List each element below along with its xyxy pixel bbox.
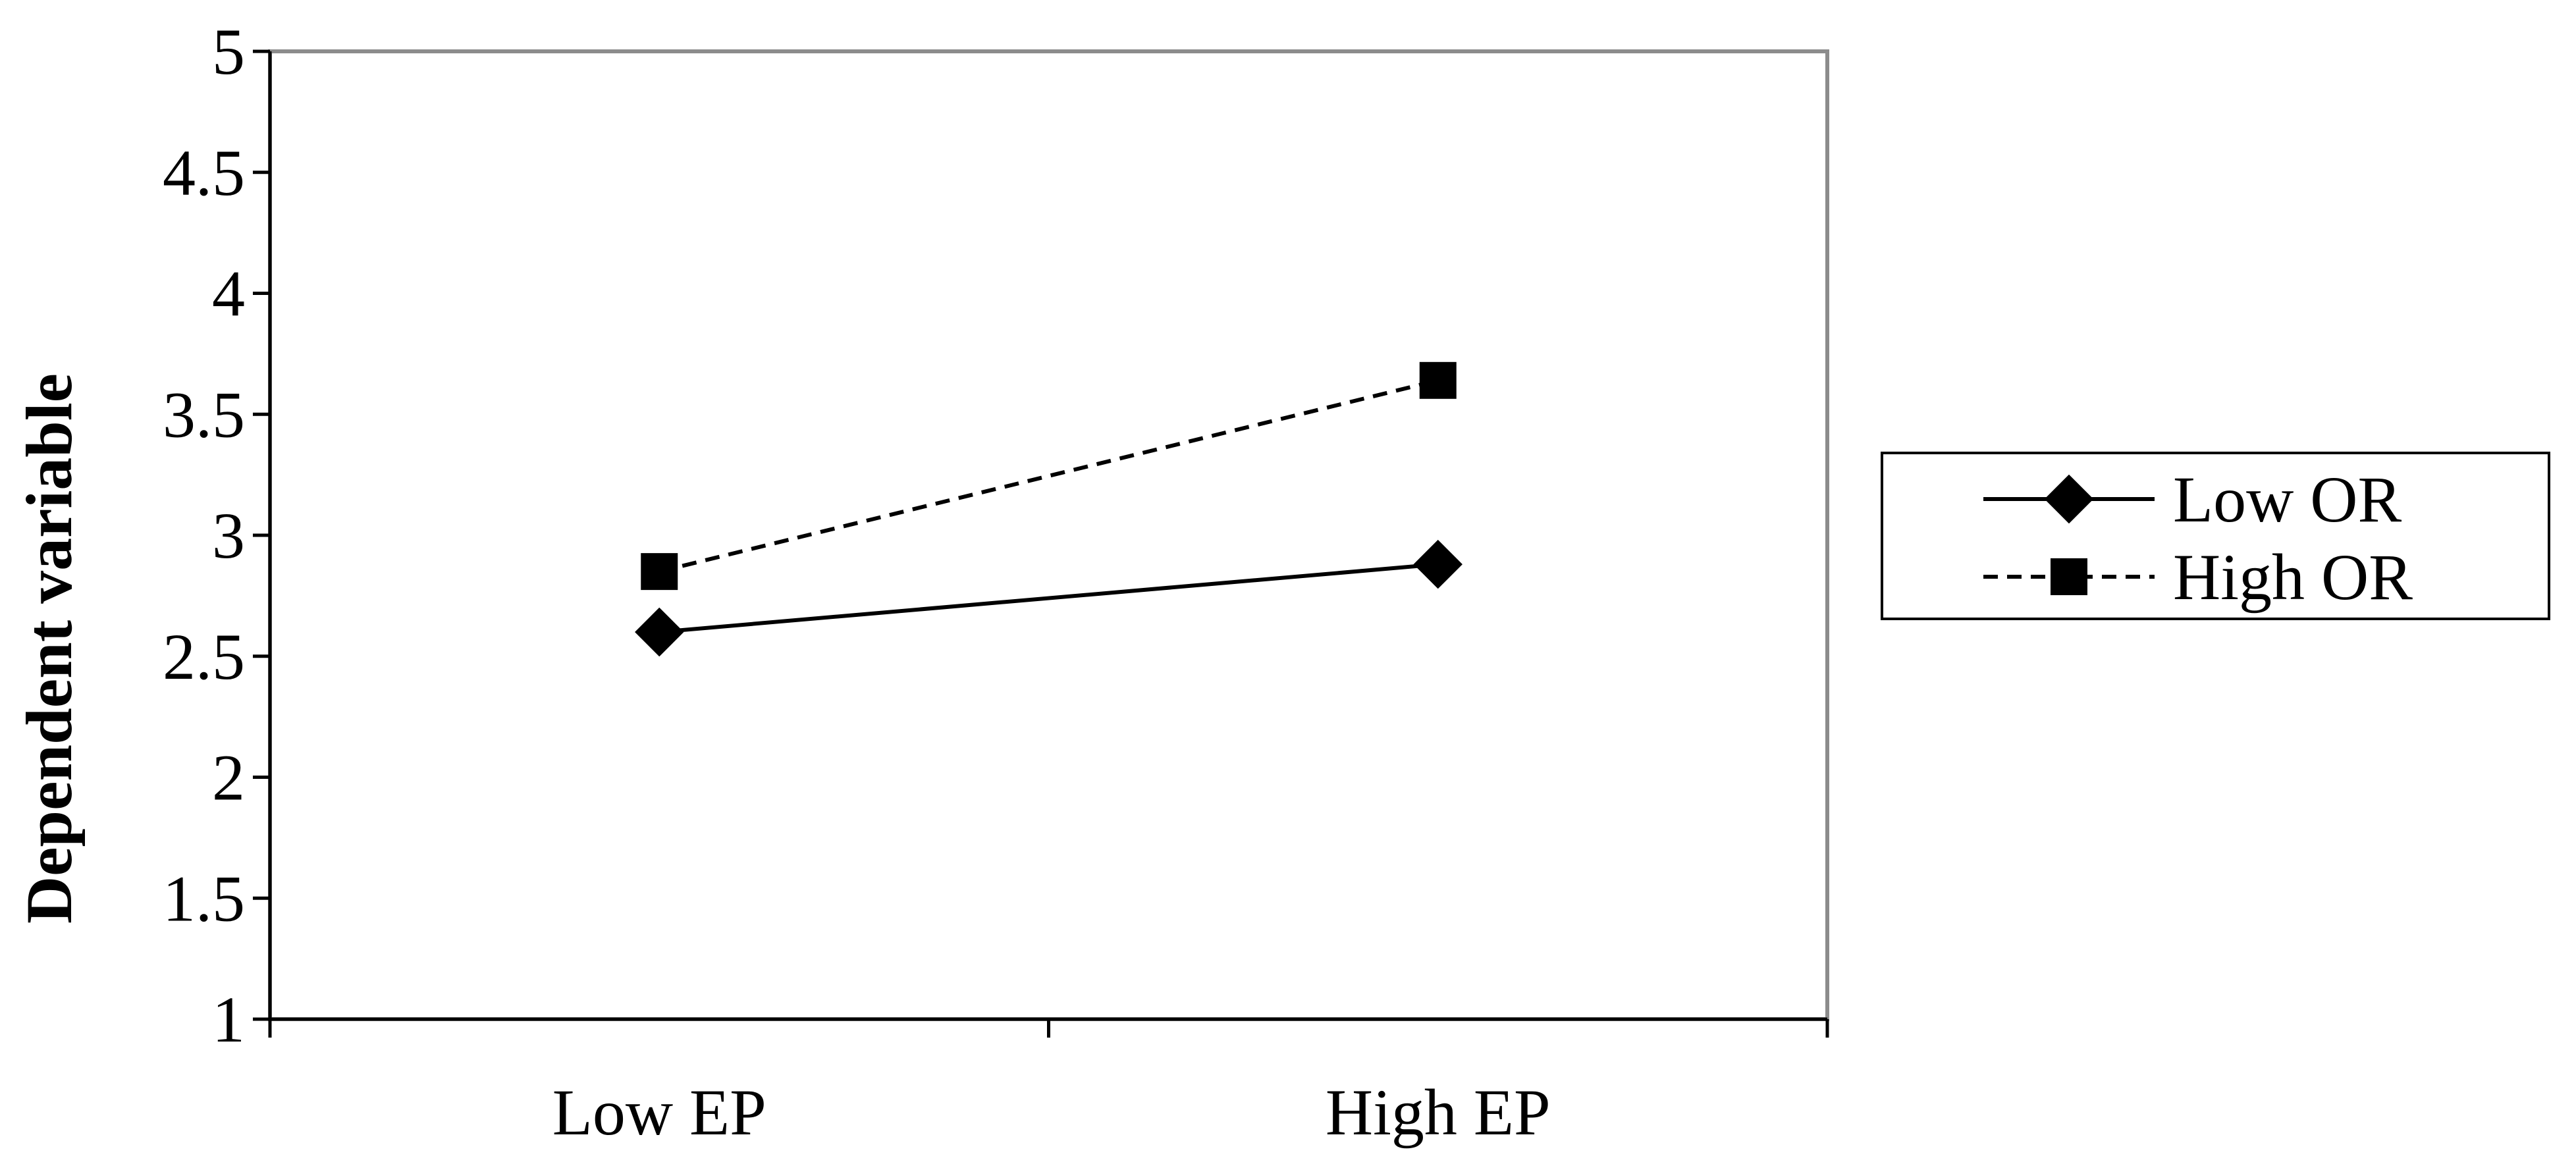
y-tick-label: 3.5 bbox=[163, 378, 245, 451]
y-tick-label: 4 bbox=[212, 257, 245, 331]
data-point bbox=[641, 553, 678, 591]
legend-label: High OR bbox=[2173, 541, 2413, 614]
series-line bbox=[658, 562, 1439, 634]
series-line bbox=[658, 378, 1439, 574]
data-point bbox=[1419, 361, 1457, 399]
x-tick-label: Low EP bbox=[552, 1076, 766, 1149]
y-tick-label: 1.5 bbox=[163, 862, 245, 935]
y-tick-label: 5 bbox=[212, 15, 245, 88]
series-layer bbox=[635, 361, 1462, 657]
y-tick-label: 3 bbox=[212, 499, 245, 572]
x-tick-label: High EP bbox=[1326, 1076, 1551, 1149]
y-tick-label: 4.5 bbox=[163, 136, 245, 209]
plot-area-frame bbox=[268, 49, 1829, 1021]
legend-marker bbox=[2044, 474, 2094, 524]
x-axis: Low EP High EP bbox=[268, 1017, 1829, 1149]
legend-box bbox=[1881, 452, 2550, 620]
series-1 bbox=[641, 361, 1457, 591]
y-axis: 1 1.5 2 2.5 3 3.5 4 4.5 5 bbox=[163, 15, 272, 1056]
y-tick-label: 2 bbox=[212, 741, 245, 814]
y-tick-label: 2.5 bbox=[163, 620, 245, 693]
series-0 bbox=[635, 539, 1462, 657]
y-axis-title: Dependent variable bbox=[13, 373, 86, 924]
y-tick-label: 1 bbox=[212, 983, 245, 1056]
legend-label: Low OR bbox=[2173, 463, 2402, 536]
data-point bbox=[1413, 539, 1462, 589]
data-point bbox=[635, 607, 684, 657]
legend-marker bbox=[2051, 558, 2087, 595]
